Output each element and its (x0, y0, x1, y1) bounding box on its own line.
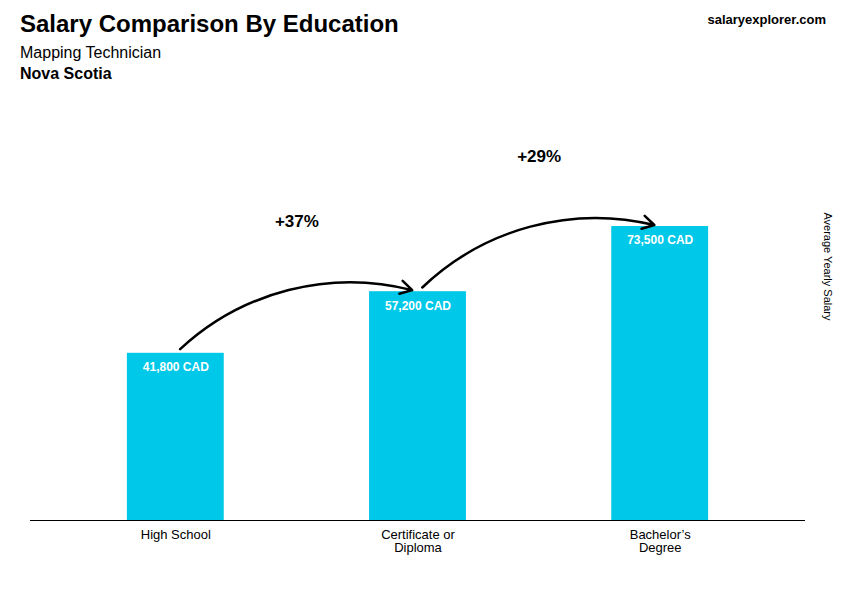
html-text:salaryexplorer.com: salaryexplorer.com (707, 12, 826, 27)
svg-text:Average Yearly Salary: Average Yearly Salary (822, 212, 834, 321)
svg-text:+29%: +29% (517, 147, 561, 166)
svg-text:Bachelor’sDegree: Bachelor’sDegree (630, 527, 691, 555)
svg-text:Certificate orDiploma: Certificate orDiploma (381, 527, 455, 555)
svg-text:High School: High School (141, 527, 211, 542)
svg-text:57,200 CAD: 57,200 CAD (385, 299, 451, 313)
svg-text:+37%: +37% (275, 212, 319, 231)
svg-text:73,500 CAD: 73,500 CAD (627, 233, 693, 247)
svg-text:41,800 CAD: 41,800 CAD (143, 360, 209, 374)
html-text:Nova Scotia: Nova Scotia (20, 65, 112, 82)
html-text:Mapping Technician: Mapping Technician (20, 44, 162, 61)
html-text:Salary Comparison By Education: Salary Comparison By Education (20, 10, 399, 37)
